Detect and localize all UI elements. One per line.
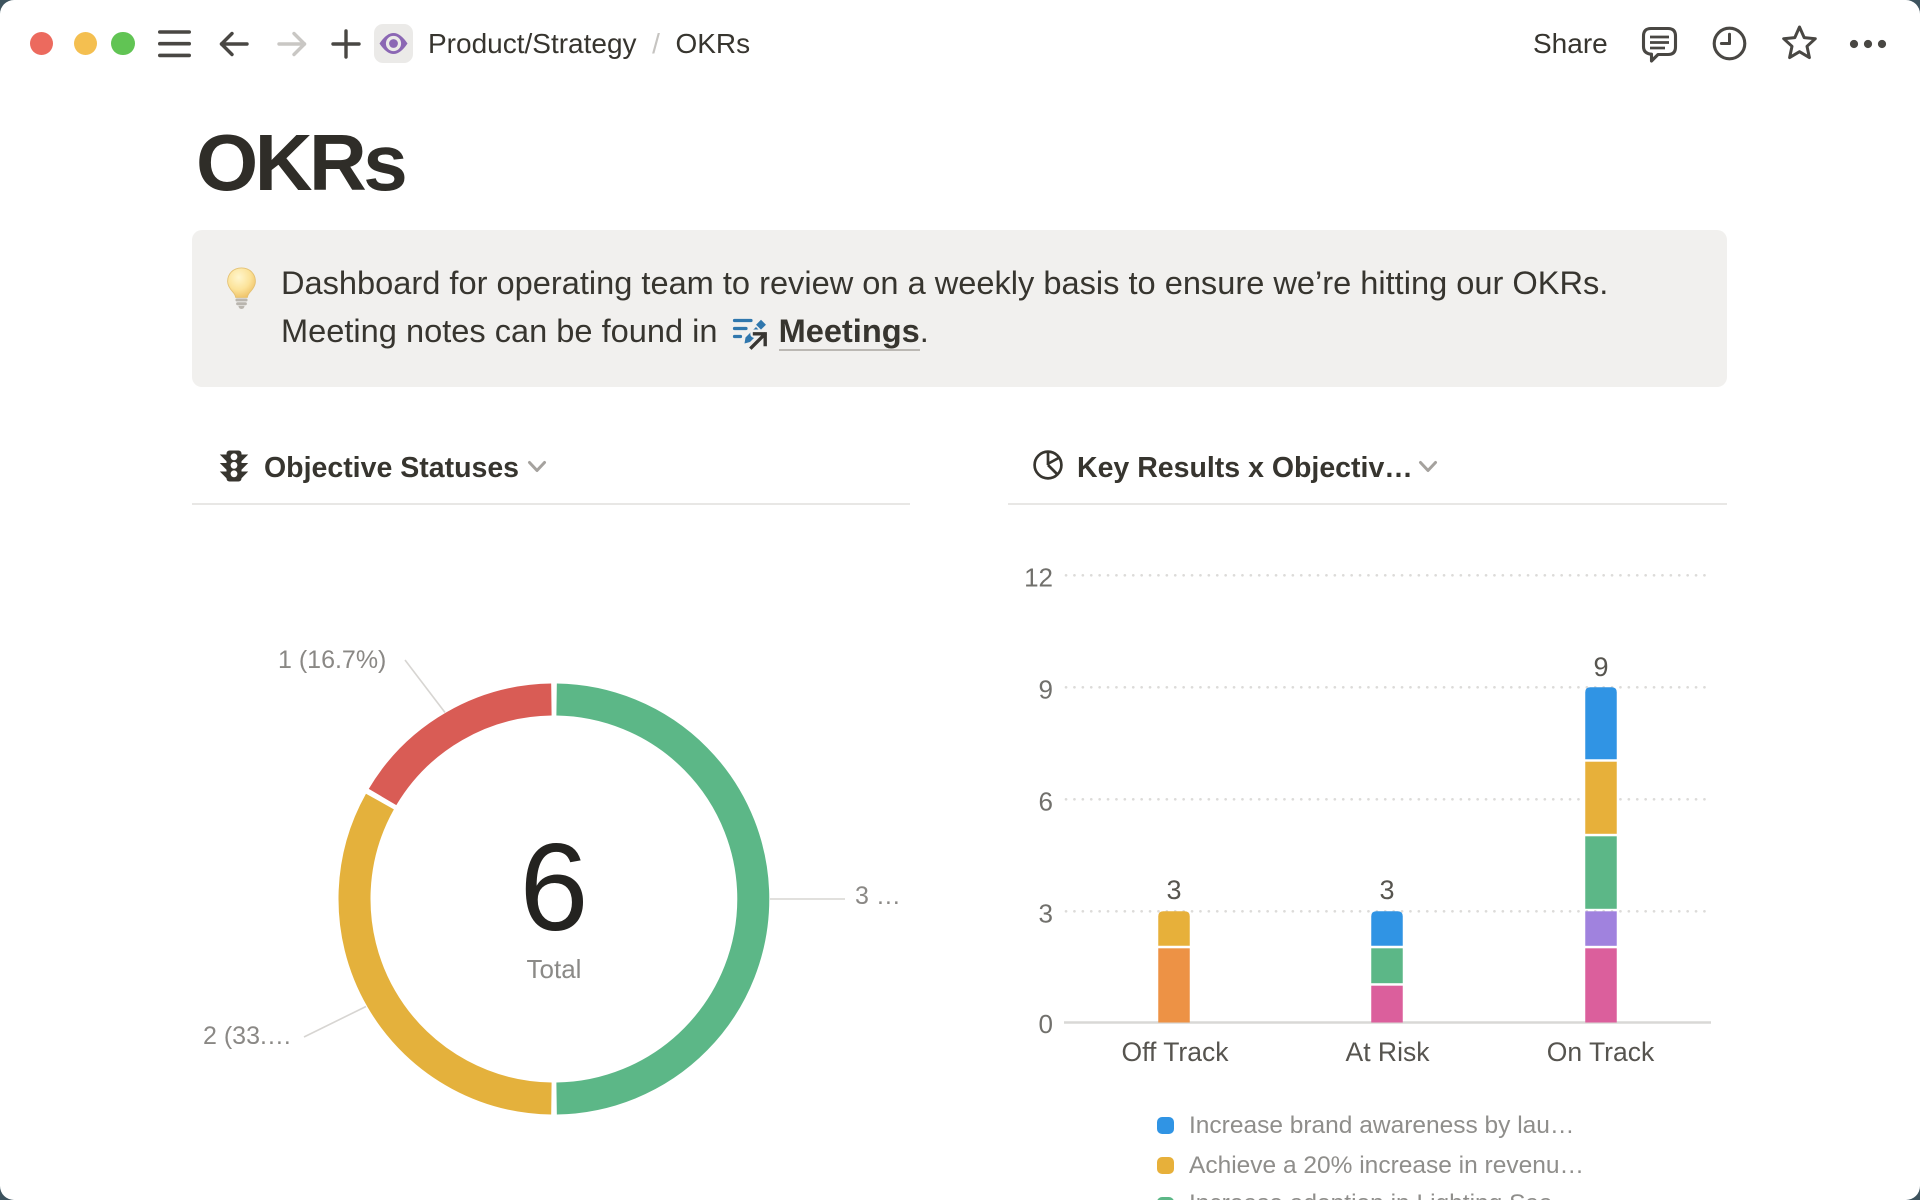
svg-text:3: 3 — [1166, 875, 1181, 905]
svg-text:On Track: On Track — [1547, 1037, 1655, 1067]
svg-text:0: 0 — [1039, 1009, 1053, 1039]
svg-text:Off Track: Off Track — [1121, 1037, 1229, 1067]
svg-text:12: 12 — [1024, 562, 1053, 592]
svg-text:At Risk: At Risk — [1346, 1037, 1431, 1067]
svg-text:9: 9 — [1593, 652, 1608, 682]
svg-text:3: 3 — [1379, 875, 1394, 905]
svg-text:6: 6 — [1039, 786, 1053, 816]
svg-text:9: 9 — [1039, 674, 1053, 704]
svg-text:3: 3 — [1039, 898, 1053, 928]
